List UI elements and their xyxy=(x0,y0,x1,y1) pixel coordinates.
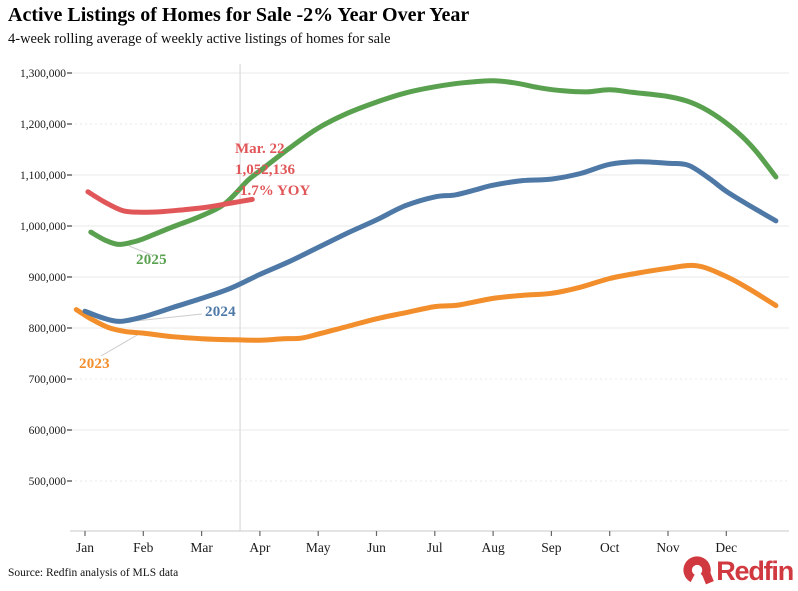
series-line-latest-partial xyxy=(85,189,255,215)
y-tick-label: 1,300,000 xyxy=(20,68,66,80)
latest-point-annotation: Mar. 22 1,052,136 -1.7% YOY xyxy=(235,139,310,202)
redfin-logo-wordmark: Redfin xyxy=(716,555,794,586)
annotation-date: Mar. 22 xyxy=(235,141,285,157)
annotation-value: 1,052,136 xyxy=(235,162,295,178)
series-line-2023 xyxy=(73,262,779,343)
x-tick-label: Oct xyxy=(600,540,620,555)
label-leader-line xyxy=(125,313,203,323)
x-tick-label: Apr xyxy=(249,540,270,555)
y-tick-label: 600,000 xyxy=(29,425,67,437)
x-tick-label: Jun xyxy=(367,540,386,555)
y-tick-label: 1,100,000 xyxy=(20,170,66,182)
y-tick-label: 700,000 xyxy=(29,374,67,386)
series-label-2024: 2024 xyxy=(205,304,236,320)
label-leader-line xyxy=(100,333,140,357)
redfin-logo: Redfin xyxy=(682,555,794,587)
series-label-2023: 2023 xyxy=(79,356,110,372)
x-tick-label: Dec xyxy=(715,540,737,555)
x-tick-label: Nov xyxy=(656,540,679,555)
y-tick-label: 800,000 xyxy=(29,323,67,335)
label-leader-line xyxy=(128,245,153,256)
series-line-2025 xyxy=(88,78,779,247)
source-note: Source: Redfin analysis of MLS data xyxy=(8,567,179,579)
page-subtitle: 4-week rolling average of weekly active … xyxy=(8,31,391,47)
y-tick-label: 500,000 xyxy=(29,476,67,488)
x-tick-label: Sep xyxy=(541,540,562,555)
series-line-2024 xyxy=(82,159,779,324)
x-tick-label: Feb xyxy=(133,540,154,555)
x-tick-label: Jul xyxy=(427,540,443,555)
x-tick-label: Mar xyxy=(190,540,213,555)
x-tick-label: Jan xyxy=(76,540,94,555)
redfin-logo-icon xyxy=(683,556,715,585)
annotation-yoy: -1.7% YOY xyxy=(235,183,311,199)
y-tick-label: 1,000,000 xyxy=(20,221,66,233)
y-tick-label: 1,200,000 xyxy=(20,119,66,131)
page-title: Active Listings of Homes for Sale -2% Ye… xyxy=(8,4,470,26)
x-tick-label: May xyxy=(306,540,331,555)
x-tick-label: Aug xyxy=(481,540,504,555)
y-tick-label: 900,000 xyxy=(29,272,67,284)
series-label-2025: 2025 xyxy=(136,252,167,268)
